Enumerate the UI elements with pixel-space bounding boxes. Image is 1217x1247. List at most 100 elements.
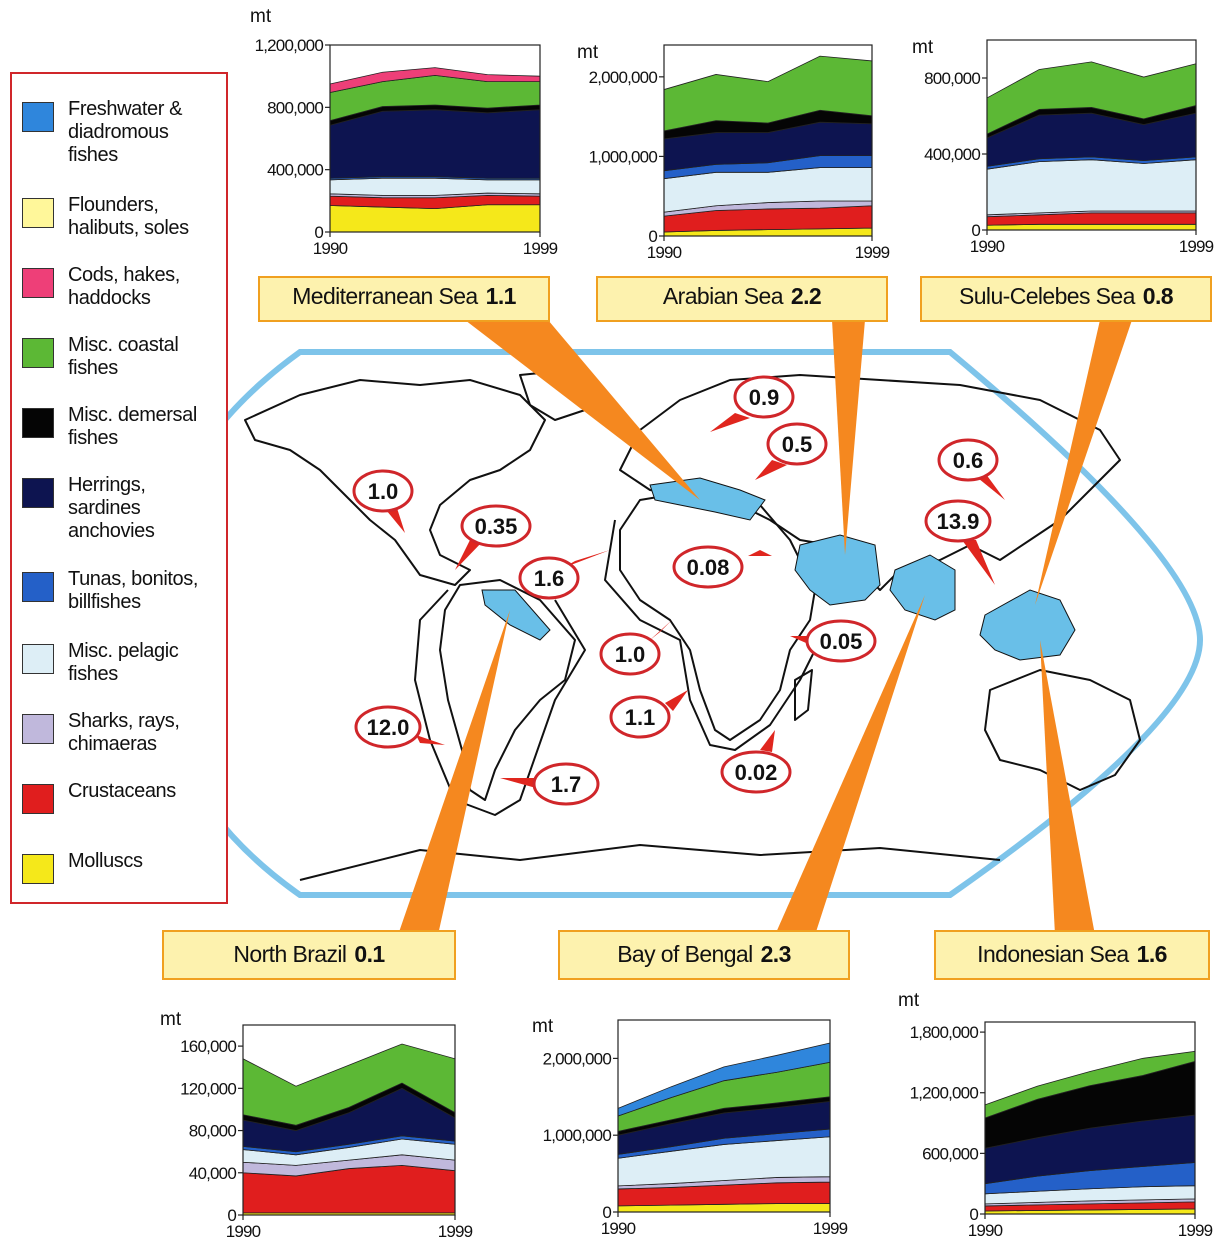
wedge-bengal bbox=[775, 595, 925, 935]
bubble-pointer bbox=[760, 730, 775, 752]
y-tick-label: 160,000 bbox=[180, 1037, 236, 1056]
bubble-pointer bbox=[650, 620, 672, 640]
wedge-sulu bbox=[1035, 320, 1132, 605]
area-chart: 0 400,000 800,000 1990 1999 mt bbox=[912, 37, 1214, 256]
legend-swatch bbox=[22, 784, 54, 814]
legend-swatch bbox=[22, 102, 54, 132]
africa-outline bbox=[619, 489, 816, 741]
bubble-outline bbox=[532, 762, 600, 806]
region-label-indonesian: Indonesian Sea 1.6 bbox=[934, 930, 1210, 980]
north-america-outline bbox=[244, 379, 546, 586]
bubble-outline bbox=[733, 375, 795, 419]
legend-label: Crustaceans bbox=[68, 780, 176, 802]
legend-item: Freshwater & diadromous fishes bbox=[22, 98, 222, 168]
bubble-value: 12.0 bbox=[367, 715, 410, 740]
legend-item: Flounders, halibuts, soles bbox=[22, 194, 222, 264]
legend-label: Molluscs bbox=[68, 850, 143, 872]
x-tick-label: 1999 bbox=[523, 239, 558, 258]
legend-label: Freshwater & diadromous fishes bbox=[68, 98, 183, 166]
bubble-value: 1.7 bbox=[551, 772, 582, 797]
area-series bbox=[329, 177, 541, 196]
map-value-bubble: 0.5 bbox=[766, 422, 828, 466]
australia-outline bbox=[984, 669, 1141, 791]
madagascar-outline bbox=[794, 669, 813, 721]
region-label-north-brazil: North Brazil 0.1 bbox=[162, 930, 456, 980]
legend-swatch bbox=[22, 644, 54, 674]
y-unit-label: mt bbox=[250, 6, 272, 27]
legend-item: Sharks, rays, chimaeras bbox=[22, 710, 222, 780]
region-label-bay-of-bengal: Bay of Bengal 2.3 bbox=[558, 930, 850, 980]
y-tick-label: 80,000 bbox=[189, 1122, 237, 1141]
y-tick-label: 120,000 bbox=[180, 1079, 236, 1098]
mediterranean-area bbox=[649, 477, 766, 521]
wedge-arabian bbox=[832, 320, 865, 555]
y-tick-label: 400,000 bbox=[924, 145, 980, 164]
bubble-value: 0.08 bbox=[687, 555, 730, 580]
y-tick-label: 2,000,000 bbox=[543, 1049, 612, 1068]
y-tick-label: 0 bbox=[648, 227, 657, 246]
map-value-bubble: 0.9 bbox=[733, 375, 795, 419]
plot-frame bbox=[986, 39, 1197, 231]
area-chart: 0 600,000 1,200,000 1,800,000 1990 1999 mt bbox=[898, 990, 1213, 1240]
region-value: 0.1 bbox=[354, 941, 385, 967]
highlighted-seas bbox=[481, 477, 1076, 661]
bubble-pointer bbox=[500, 778, 536, 788]
legend-swatch bbox=[22, 854, 54, 884]
y-unit-label: mt bbox=[912, 37, 934, 58]
legend-swatch bbox=[22, 198, 54, 228]
x-tick-label: 1990 bbox=[968, 1221, 1003, 1240]
bubble-value: 1.0 bbox=[368, 479, 399, 504]
bubble-value: 13.9 bbox=[937, 509, 980, 534]
bubble-outline bbox=[766, 422, 828, 466]
continent-outlines bbox=[244, 369, 1141, 881]
map-value-bubbles: 0.90.5 1.0 0.35 0.6 13.9 1.6 0.08 1.0 0.05 1.1 12.… bbox=[352, 375, 1005, 806]
bubble-outline bbox=[720, 750, 792, 794]
callout-wedges bbox=[398, 320, 1132, 935]
bubble-outline bbox=[354, 705, 422, 749]
map-value-bubble: 0.35 bbox=[460, 504, 532, 548]
legend-item: Tunas, bonitos, billfishes bbox=[22, 568, 222, 638]
x-tick-label: 1999 bbox=[1178, 1221, 1213, 1240]
indonesian-sea-area bbox=[979, 589, 1076, 661]
y-unit-label: mt bbox=[532, 1016, 554, 1037]
y-tick-label: 2,000,000 bbox=[589, 68, 658, 87]
area-series bbox=[329, 109, 541, 179]
y-tick-label: 1,200,000 bbox=[910, 1084, 979, 1103]
bubble-value: 1.6 bbox=[534, 566, 565, 591]
legend-label: Misc. coastal fishes bbox=[68, 334, 179, 379]
area-series bbox=[986, 159, 1197, 216]
legend-swatch bbox=[22, 478, 54, 508]
bubble-outline bbox=[460, 504, 532, 548]
bubble-outline bbox=[937, 438, 999, 482]
area-chart: 0 400,000 800,000 1,200,000 1990 1999 mt bbox=[250, 6, 558, 258]
africa-shelf bbox=[604, 519, 821, 751]
arabian-sea-area bbox=[794, 534, 881, 606]
area-chart: 0 1,000,000 2,000,000 1990 1999 mt bbox=[532, 1016, 848, 1238]
map-value-bubble: 1.0 bbox=[352, 469, 414, 513]
bubble-pointer bbox=[416, 735, 445, 745]
y-tick-label: 800,000 bbox=[267, 98, 323, 117]
legend-item: Misc. pelagic fishes bbox=[22, 640, 222, 710]
bubble-outline bbox=[599, 632, 661, 676]
y-tick-label: 0 bbox=[602, 1203, 611, 1222]
legend-swatch bbox=[22, 714, 54, 744]
y-tick-label: 800,000 bbox=[924, 69, 980, 88]
y-tick-label: 0 bbox=[971, 221, 980, 240]
legend-item: Misc. demersal fishes bbox=[22, 404, 222, 474]
legend-item: Herrings, sardines anchovies bbox=[22, 474, 222, 544]
legend-label: Herrings, sardines anchovies bbox=[68, 474, 155, 542]
legend-swatch bbox=[22, 338, 54, 368]
legend-item: Molluscs bbox=[22, 850, 222, 920]
legend-item: Misc. coastal fishes bbox=[22, 334, 222, 404]
map-value-bubble: 1.7 bbox=[532, 762, 600, 806]
area-series bbox=[986, 223, 1197, 231]
map-value-bubble: 1.6 bbox=[518, 556, 580, 600]
y-unit-label: mt bbox=[160, 1009, 182, 1030]
map-value-bubble: 13.9 bbox=[924, 499, 992, 543]
map-value-bubble: 1.1 bbox=[609, 695, 671, 739]
bubble-value: 0.5 bbox=[782, 432, 813, 457]
x-tick-label: 1999 bbox=[1179, 237, 1214, 256]
bubble-pointer bbox=[962, 540, 995, 585]
plot-frame bbox=[329, 44, 541, 233]
